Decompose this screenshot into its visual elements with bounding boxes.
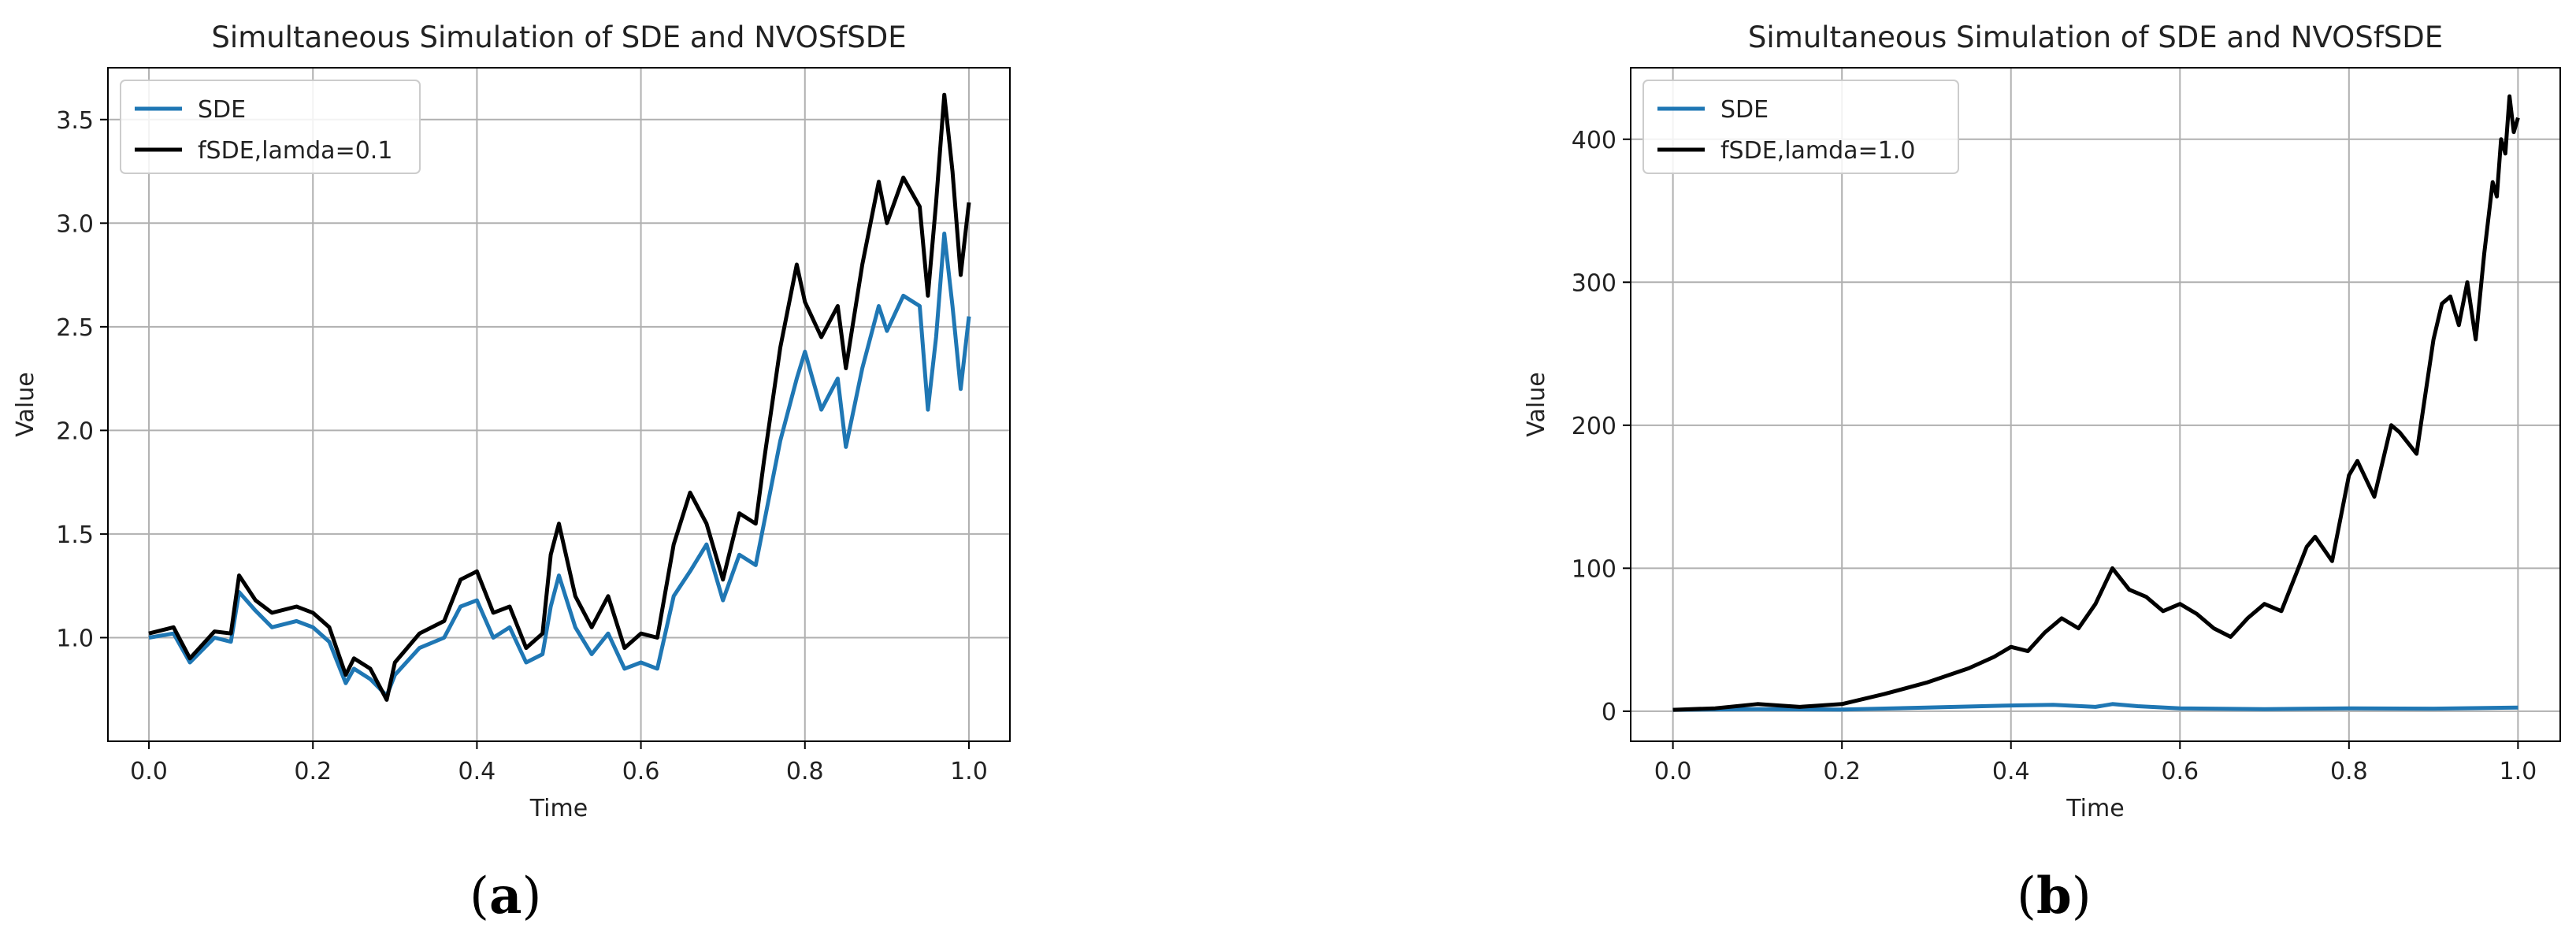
y-tick-label-2: 2.0 (56, 417, 94, 445)
x-tick-label-3: 0.6 (2161, 758, 2199, 785)
chart-title: Simultaneous Simulation of SDE and NVOSf… (211, 20, 906, 54)
caption-b: (b) (2017, 867, 2092, 926)
legend-label-1: fSDE,lamda=1.0 (1720, 137, 1915, 165)
y-tick-label-3: 2.5 (56, 314, 94, 342)
series-line-1 (1672, 94, 2520, 712)
plot-frame (107, 67, 1011, 742)
caption-letter-a: a (488, 867, 522, 926)
x-tick-label-1: 0.2 (1823, 758, 1861, 785)
x-axis-label: Time (2066, 795, 2124, 822)
x-tick-label-1: 0.2 (294, 758, 332, 785)
series-line-1 (148, 92, 971, 702)
y-tick-label-5: 3.5 (56, 107, 94, 135)
chart-title: Simultaneous Simulation of SDE and NVOSf… (1748, 20, 2443, 54)
y-tick-label-4: 3.0 (56, 210, 94, 238)
legend-label-0: SDE (1720, 96, 1769, 124)
y-tick-label-3: 300 (1572, 269, 1616, 297)
caption-letter-b: b (2036, 867, 2072, 926)
x-tick-label-4: 0.8 (786, 758, 824, 785)
y-tick-label-2: 200 (1572, 413, 1616, 440)
x-tick-label-0: 0.0 (130, 758, 168, 785)
x-tick-label-5: 1.0 (2500, 758, 2537, 785)
y-tick-label-1: 1.5 (56, 521, 94, 549)
legend-box (120, 80, 421, 174)
x-axis-label: Time (529, 795, 588, 822)
y-axis-label: Value (1523, 372, 1550, 436)
series-line-0 (148, 232, 971, 698)
y-axis-label: Value (12, 372, 39, 436)
y-tick-label-1: 100 (1572, 555, 1616, 583)
x-tick-label-0: 0.0 (1654, 758, 1692, 785)
y-tick-label-0: 1.0 (56, 625, 94, 652)
caption-a: (a) (470, 867, 542, 926)
series-line-0 (1672, 702, 2518, 712)
x-tick-label-2: 0.4 (1992, 758, 2030, 785)
x-tick-label-3: 0.6 (622, 758, 660, 785)
x-tick-label-5: 1.0 (950, 758, 988, 785)
chart-panel-a: 0.0 0.2 0.4 0.6 0.8 1.0 1.0 1.5 2.0 2.5 3.0 3.5 Simu… (12, 20, 1011, 822)
x-tick-label-4: 0.8 (2330, 758, 2368, 785)
x-tick-label-2: 0.4 (458, 758, 496, 785)
legend-label-1: fSDE,lamda=0.1 (198, 137, 392, 165)
chart-panel-b: 0.0 0.2 0.4 0.6 0.8 1.0 0 100 200 300 400 Simultane… (1523, 20, 2561, 822)
legend-label-0: SDE (198, 96, 246, 124)
y-tick-label-0: 0 (1602, 699, 1616, 726)
plot-frame (1630, 67, 2561, 742)
legend-box (1642, 80, 1959, 174)
y-tick-label-4: 400 (1572, 127, 1616, 154)
